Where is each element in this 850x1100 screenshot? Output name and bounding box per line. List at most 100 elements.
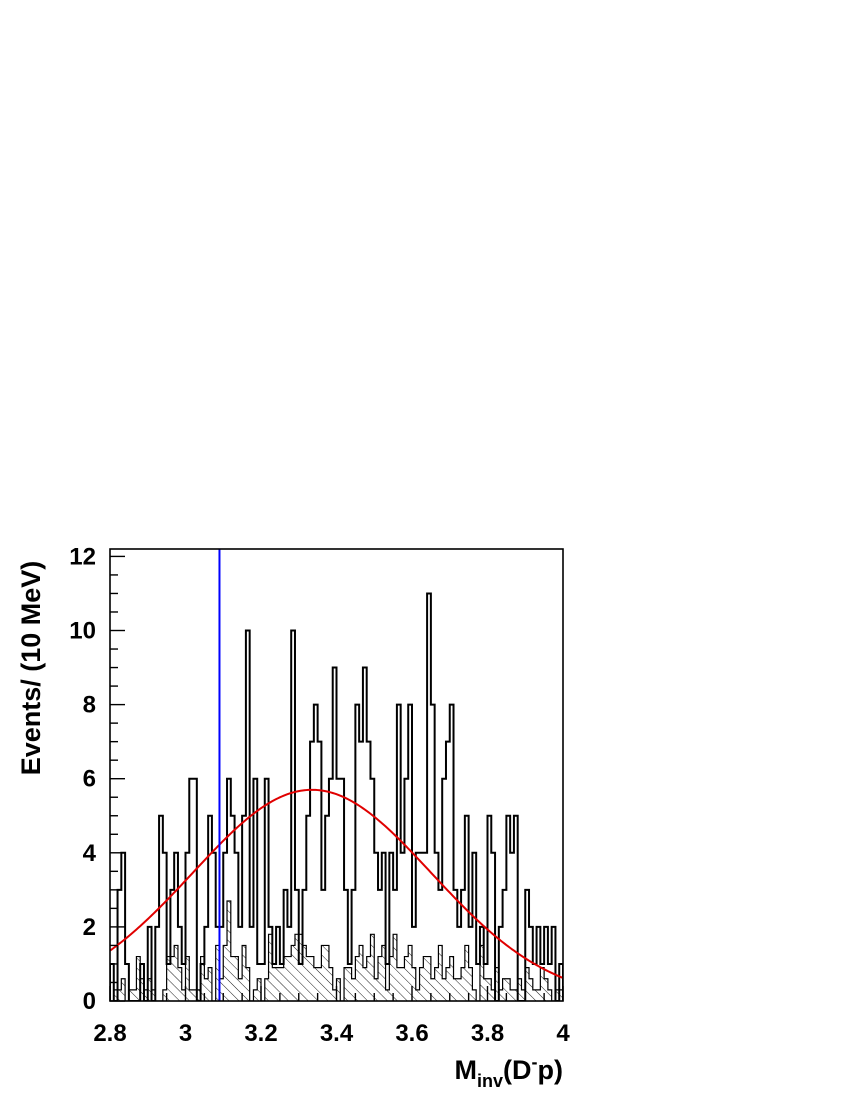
background-bin [193,989,197,1001]
background-bin [302,945,307,1001]
background-bin [306,956,311,1001]
background-bin [366,956,371,1001]
background-bin [378,956,382,1001]
background-bin [189,989,194,1001]
background-bin [181,989,186,1001]
background-bin [132,989,137,1001]
background-bin [442,978,446,1001]
background-bin [238,978,243,1001]
background-bin [495,967,499,1001]
background-bin [151,989,156,1001]
background-bin [461,967,465,1001]
background-bin [483,978,488,1001]
background-bin [325,945,329,1001]
background-bin [283,956,288,1001]
y-tick-label: 8 [83,692,96,719]
background-bin [204,978,209,1001]
background-bin [245,967,250,1001]
background-bin [208,967,212,1001]
x-tick-label: 3.8 [471,1020,504,1047]
background-bin [544,978,548,1001]
background-bin [347,967,352,1001]
y-tick-label: 0 [83,988,96,1015]
background-bin [536,989,541,1001]
background-bin [400,967,405,1001]
background-bin [362,967,367,1001]
background-bin [502,978,507,1001]
background-bin [438,945,443,1001]
background-bin [487,978,492,1001]
background-bin [264,978,269,1001]
background-bin [227,900,231,1001]
background-bin [166,956,171,1001]
background-bin [162,989,167,1001]
background-bin [196,989,201,1001]
background-bin [525,967,530,1001]
background-histogram [110,900,563,1001]
background-bin [136,956,141,1001]
background-bin [434,967,439,1001]
background-bin [374,978,379,1001]
background-bin [457,978,462,1001]
background-bin [147,978,152,1001]
background-bin [332,989,337,1001]
signal-histogram-outline [110,592,563,1001]
background-bin [328,967,333,1001]
background-bin [234,956,239,1001]
background-bin [464,945,469,1001]
x-tick-label: 3.2 [244,1020,277,1047]
x-tick-label: 3.6 [395,1020,428,1047]
background-bin [313,967,318,1001]
background-bin [415,989,420,1001]
axis-ticks [109,555,564,1002]
background-bin [423,956,428,1001]
background-bin [223,945,228,1001]
y-tick-label: 12 [69,543,96,570]
background-bin [468,967,473,1001]
background-bin [355,956,360,1001]
background-bin [230,956,235,1001]
x-tick-labels: 2.8 3 3.2 3.4 3.6 3.8 4 [93,1020,570,1047]
background-bin [532,989,537,1001]
background-bin [298,934,303,1001]
background-bin [336,978,341,1001]
background-bin [404,956,409,1001]
background-bin [170,956,175,1001]
background-bin [408,945,412,1001]
background-bin [200,956,205,1001]
background-bin [517,978,522,1001]
background-bin [521,989,526,1001]
background-bin [513,989,518,1001]
background-bin [174,945,178,1001]
background-bin [128,989,133,1001]
background-bin [317,967,322,1001]
background-bin [291,945,295,1001]
background-bin [287,956,292,1001]
signal-histogram [110,592,563,1001]
background-bin [272,967,277,1001]
background-bin [412,967,416,1001]
x-tick-label: 4 [556,1020,570,1047]
background-bin [268,934,273,1001]
y-tick-label: 10 [69,618,96,645]
background-bin [294,934,299,1001]
gaussian-fit-curve [110,788,563,979]
background-bin [117,989,122,1001]
background-bin [185,956,190,1001]
background-bin [253,989,258,1001]
y-axis-title: Events/ (10 MeV) [16,561,46,776]
fit-curve-layer [110,788,563,979]
x-tick-label: 3 [179,1020,192,1047]
background-bin [396,967,401,1001]
background-bin [113,989,118,1001]
background-bin [419,967,424,1001]
y-tick-labels: 0 2 4 6 8 10 12 [69,543,96,1015]
background-bin [430,978,435,1001]
background-bin [276,967,280,1001]
background-bin [510,989,514,1001]
background-bin [491,989,496,1001]
background-bin [393,934,397,1001]
background-bin [453,978,458,1001]
background-bin [389,956,394,1001]
